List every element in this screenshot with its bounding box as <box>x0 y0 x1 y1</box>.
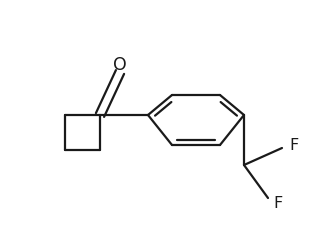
Text: O: O <box>113 56 127 74</box>
Text: F: F <box>273 196 283 211</box>
Text: F: F <box>290 139 298 153</box>
